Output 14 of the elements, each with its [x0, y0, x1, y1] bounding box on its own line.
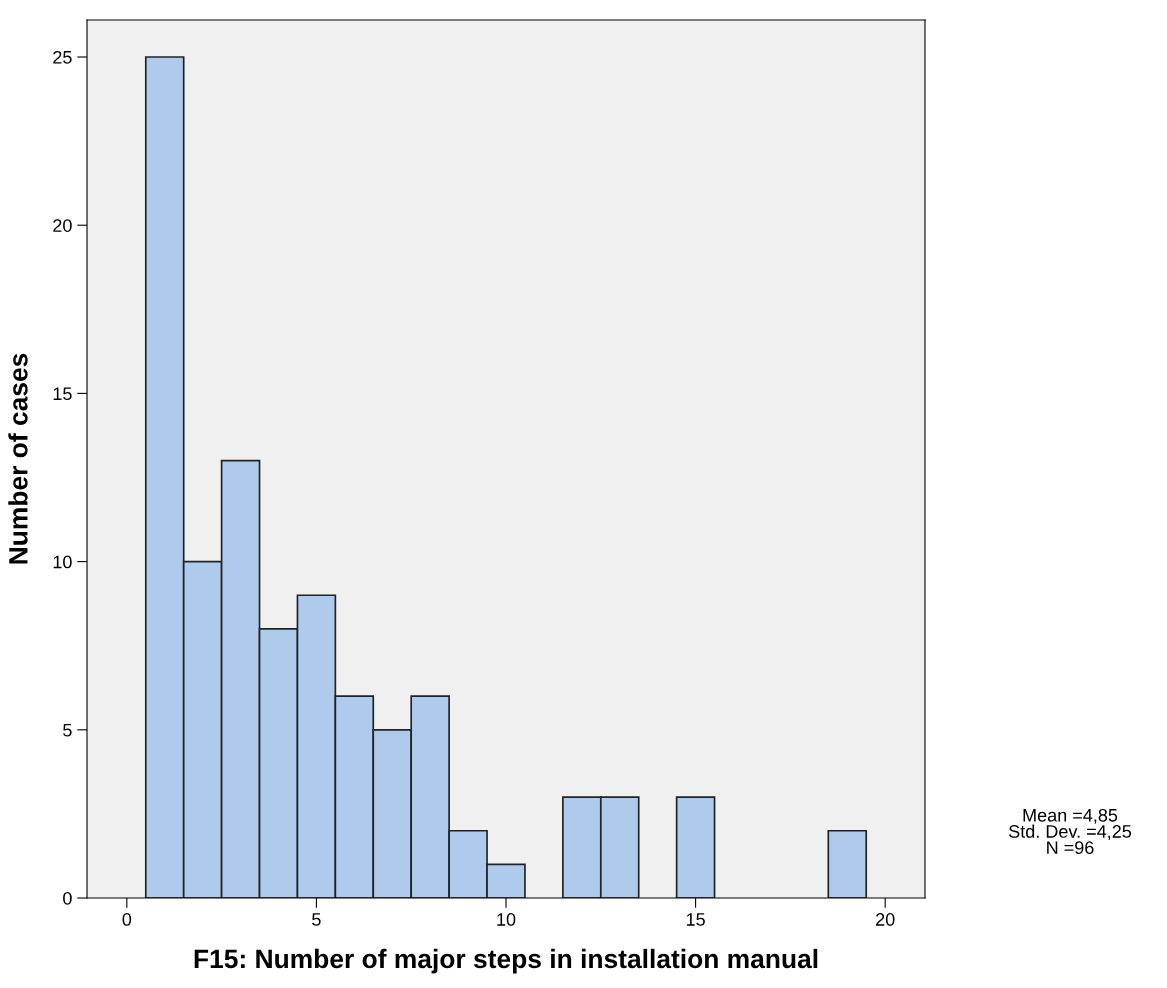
x-tick-label: 0 [122, 913, 132, 926]
x-tick-label: 10 [497, 913, 516, 926]
y-tick-label: 10 [53, 555, 72, 569]
y-tick-label: 25 [53, 50, 72, 64]
y-tick-label: 5 [63, 723, 72, 737]
y-tick-label: 20 [53, 219, 72, 232]
x-tick-label: 5 [312, 913, 321, 926]
y-tick-label: 0 [63, 891, 72, 905]
x-axis-title: F15: Number of major steps in installation manual [194, 948, 818, 974]
y-axis-title: Number of cases [8, 353, 28, 564]
x-tick-label: 20 [876, 913, 895, 926]
x-tick-label: 15 [686, 913, 705, 926]
text: Mean =4,85 Std. Dev. =4,25 N =96 [1009, 808, 1132, 855]
y-tick-label: 15 [53, 387, 72, 401]
